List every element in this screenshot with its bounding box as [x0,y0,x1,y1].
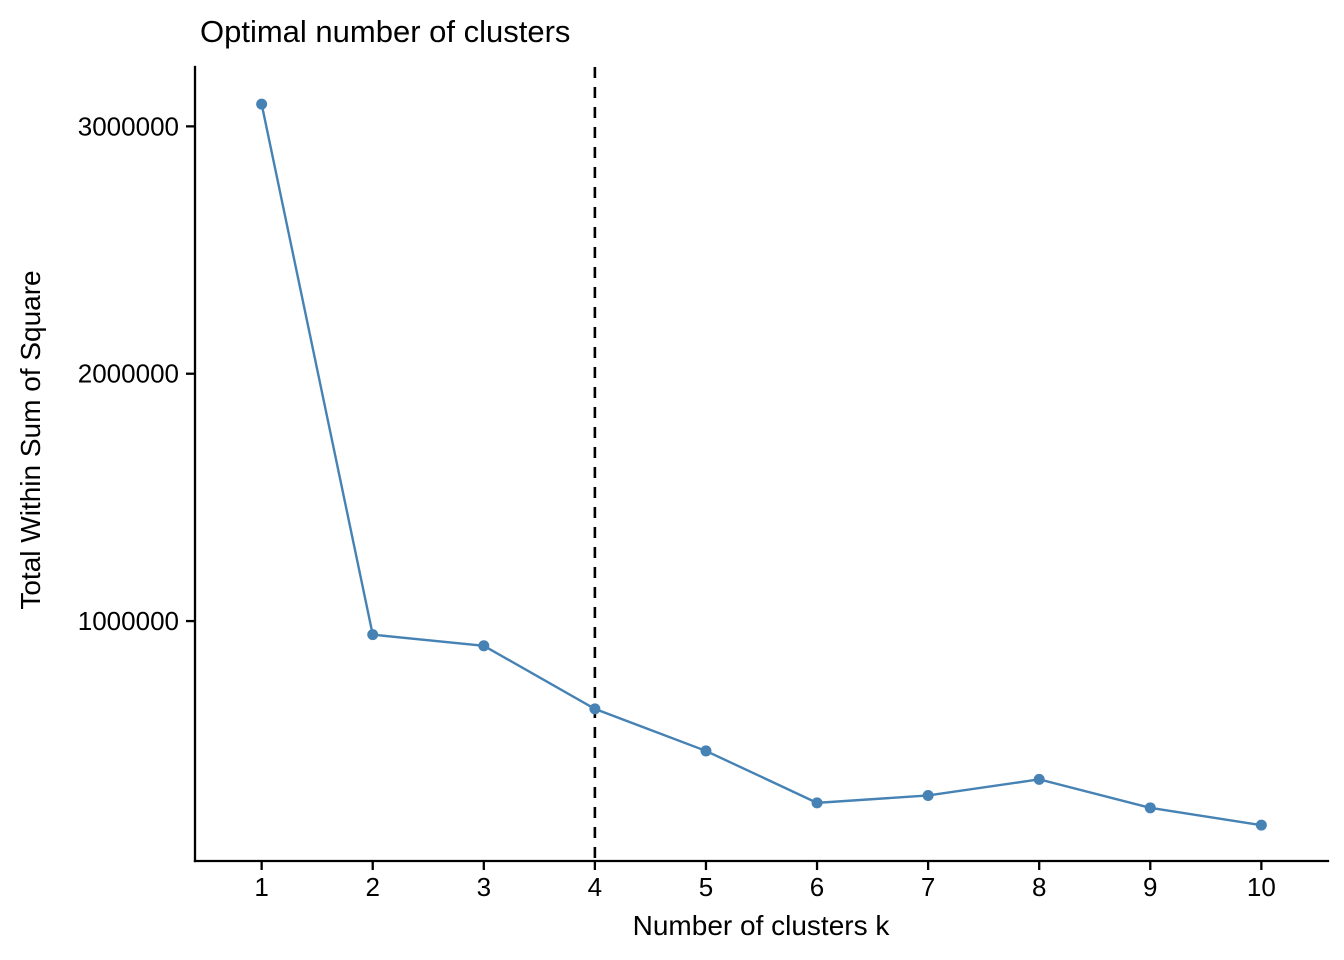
y-tick-label: 3000000 [78,111,179,141]
x-tick-label: 6 [810,872,824,902]
data-point [811,797,823,809]
data-point [589,703,601,715]
x-tick-label: 8 [1032,872,1046,902]
data-point [478,640,490,652]
x-tick-label: 1 [254,872,268,902]
x-axis: 1 2 3 4 5 6 7 8 9 10 [193,859,1330,902]
data-point [922,789,934,801]
x-tick-label: 5 [699,872,713,902]
y-tick-label: 1000000 [78,606,179,636]
wss-line [260,103,1262,827]
x-tick-label: 4 [588,872,602,902]
data-point [1255,819,1267,831]
y-axis-title: Total Within Sum of Square [15,270,46,609]
data-point [700,745,712,757]
x-tick-label: 3 [477,872,491,902]
y-axis: 1000000 2000000 3000000 [78,65,197,863]
x-tick-label: 10 [1247,872,1276,902]
x-tick-label: 2 [365,872,379,902]
data-point [367,629,379,641]
data-point [1033,773,1045,785]
y-tick-label: 2000000 [78,359,179,389]
series-layer [256,98,1267,831]
data-point [1144,802,1156,814]
x-axis-title: Number of clusters k [633,910,891,941]
data-point [256,98,268,110]
chart-title: Optimal number of clusters [200,14,570,49]
x-tick-label: 7 [921,872,935,902]
x-tick-label: 9 [1143,872,1157,902]
